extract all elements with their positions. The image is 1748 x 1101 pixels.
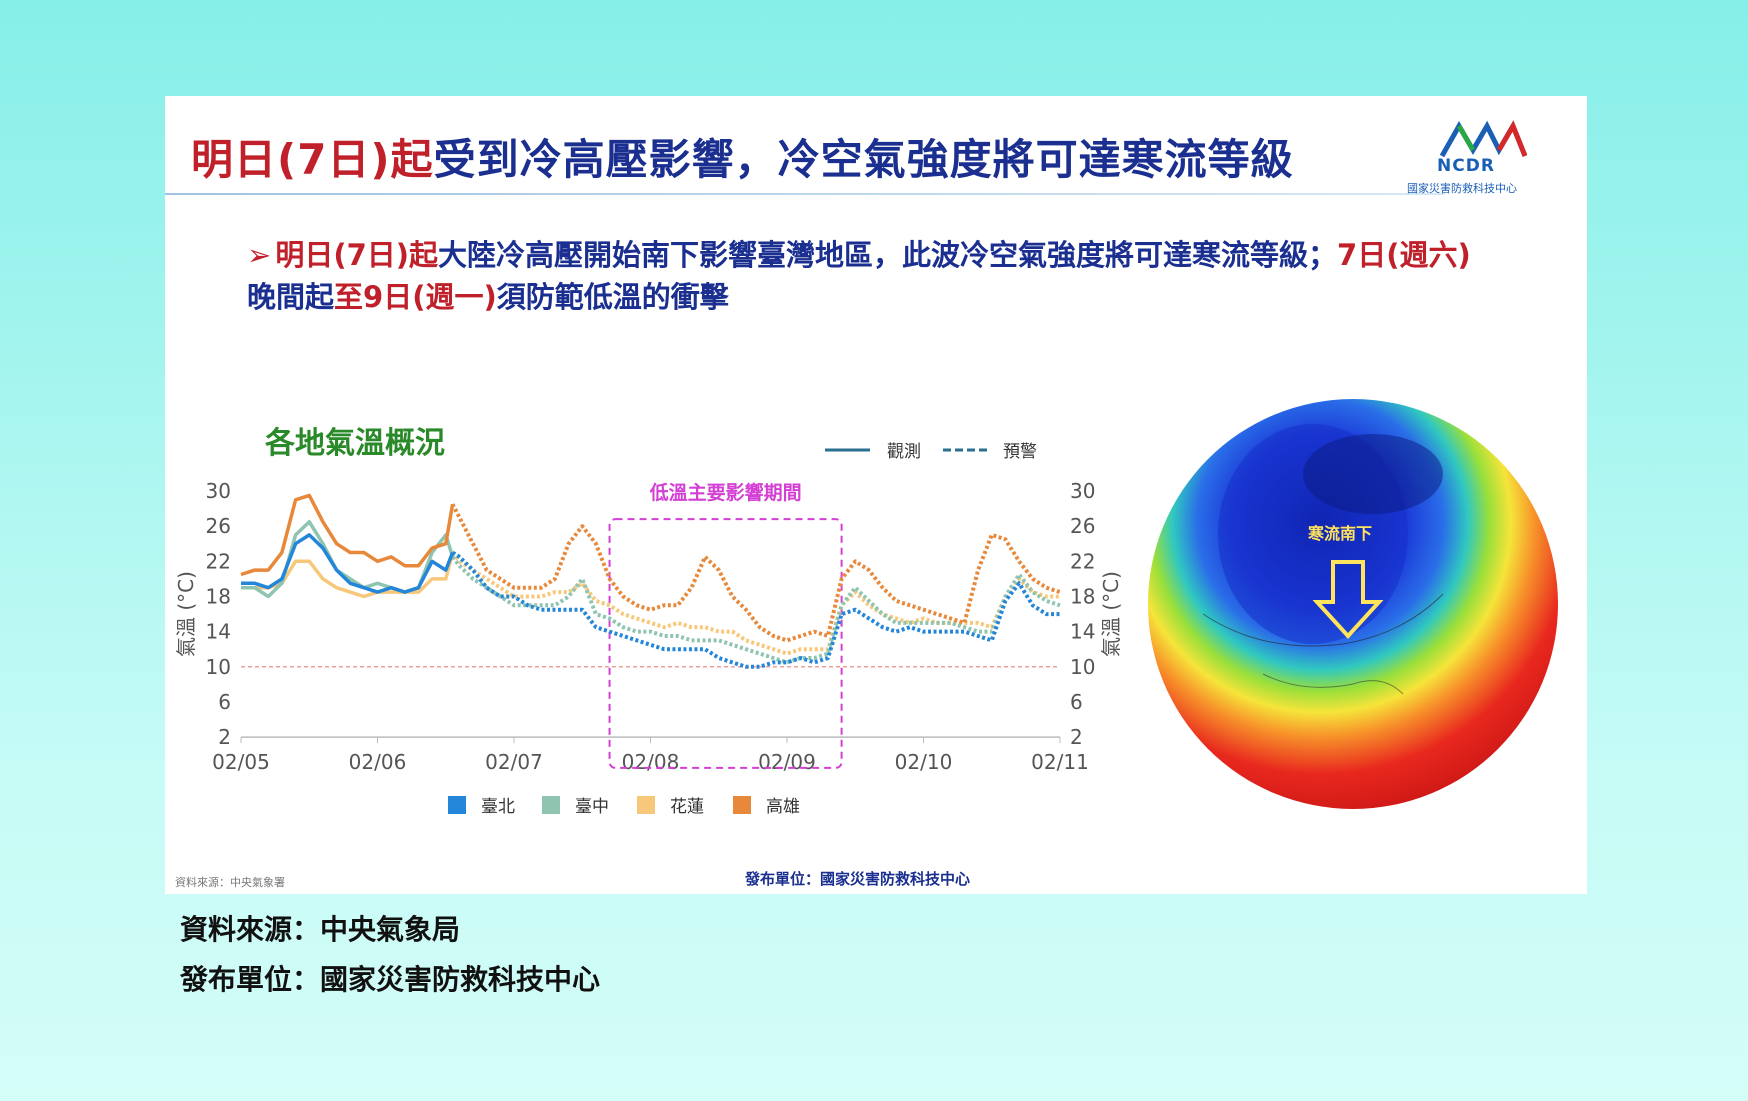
y-tick-left: 30 bbox=[206, 479, 231, 503]
bullet-seg2: 大陸冷高壓開始南下影響臺灣地區，此波冷空氣強度將可達寒流等級； bbox=[438, 238, 1338, 272]
globe-map-image bbox=[1148, 399, 1558, 809]
logo-name: NCDR bbox=[1437, 156, 1495, 176]
legend-city-label: 臺中 bbox=[575, 797, 609, 817]
footer-source: 資料來源：中央氣象局 bbox=[180, 913, 461, 946]
y-tick-left: 2 bbox=[218, 725, 231, 749]
bullet-seg3: 7日(週六) bbox=[1337, 238, 1471, 272]
series-observed-line bbox=[240, 493, 455, 577]
title-blue-part: 受到冷高壓影響，冷空氣強度將可達寒流等級 bbox=[433, 135, 1294, 184]
legend-city-label: 臺北 bbox=[481, 797, 515, 817]
bullet-seg1: 明日(7日)起 bbox=[275, 238, 438, 272]
slide-title: 明日(7日)起受到冷高壓影響，冷空氣強度將可達寒流等級 bbox=[191, 126, 1294, 187]
logo-subtitle: 國家災害防救科技中心 bbox=[1407, 182, 1517, 195]
low-temp-period-box bbox=[608, 518, 843, 769]
footer-publisher: 發布單位：國家災害防救科技中心 bbox=[180, 963, 601, 996]
cold-air-globe-map bbox=[1143, 394, 1563, 814]
y-axis-label-left: 氣溫 (°C) bbox=[174, 571, 198, 657]
series-forecast-line bbox=[451, 555, 1061, 665]
title-divider bbox=[165, 193, 1445, 195]
legend-swatch bbox=[542, 796, 560, 814]
legend-forecast-label: 預警 bbox=[1003, 442, 1037, 462]
x-tick-label: 02/08 bbox=[622, 750, 680, 774]
series-observed-line bbox=[241, 533, 455, 594]
series-observed-line bbox=[241, 552, 455, 599]
ncdr-logo: NCDR 國家災害防救科技中心 bbox=[1407, 120, 1557, 200]
bullet-seg6: 須防範低溫的衝擊 bbox=[496, 280, 729, 314]
publisher-small: 發布單位：國家災害防救科技中心 bbox=[745, 870, 971, 888]
series-forecast-line bbox=[450, 503, 1061, 643]
y-tick-left: 14 bbox=[206, 620, 231, 644]
source-small: 資料來源：中央氣象署 bbox=[175, 876, 285, 889]
chart-title: 各地氣溫概況 bbox=[265, 426, 445, 461]
legend-swatch bbox=[733, 796, 751, 814]
y-tick-right: 6 bbox=[1070, 690, 1083, 714]
y-tick-left: 18 bbox=[206, 584, 231, 608]
title-red-part: 明日(7日)起 bbox=[191, 135, 434, 184]
y-tick-left: 22 bbox=[206, 549, 231, 573]
y-tick-right: 2 bbox=[1070, 725, 1083, 749]
y-tick-right: 14 bbox=[1070, 620, 1095, 644]
bullet-seg5: 至9日(週一) bbox=[334, 280, 497, 314]
x-tick-label: 02/06 bbox=[349, 750, 407, 774]
y-tick-right: 18 bbox=[1070, 584, 1095, 608]
legend-city-label: 花蓮 bbox=[670, 797, 704, 817]
y-tick-right: 10 bbox=[1070, 655, 1095, 679]
globe-annotation: 寒流南下 bbox=[1308, 524, 1373, 543]
legend-swatch bbox=[448, 796, 466, 814]
y-tick-right: 30 bbox=[1070, 479, 1095, 503]
y-tick-left: 6 bbox=[218, 690, 231, 714]
y-axis-label-right: 氣溫 (°C) bbox=[1099, 571, 1123, 657]
bullet-arrow-icon: ➢ bbox=[247, 238, 272, 272]
series-forecast-line bbox=[451, 551, 1060, 656]
low-temp-period-label: 低溫主要影響期間 bbox=[649, 481, 802, 504]
legend-swatch bbox=[637, 796, 655, 814]
legend-observed-label: 觀測 bbox=[887, 442, 921, 462]
x-tick-label: 02/07 bbox=[485, 750, 543, 774]
series-forecast-line bbox=[451, 550, 1060, 669]
y-tick-left: 26 bbox=[206, 514, 231, 538]
x-tick-label: 02/05 bbox=[212, 750, 270, 774]
bullet-text: ➢ 明日(7日)起大陸冷高壓開始南下影響臺灣地區，此波冷空氣強度將可達寒流等級；7… bbox=[247, 234, 1487, 318]
x-tick-label: 02/11 bbox=[1031, 750, 1089, 774]
legend-city-label: 高雄 bbox=[766, 797, 800, 817]
bullet-seg4: 晚間起 bbox=[247, 280, 335, 314]
ncdr-logo-icon bbox=[1439, 120, 1527, 158]
y-tick-right: 26 bbox=[1070, 514, 1095, 538]
slide: 明日(7日)起受到冷高壓影響，冷空氣強度將可達寒流等級 NCDR 國家災害防救科… bbox=[165, 96, 1587, 894]
y-tick-right: 22 bbox=[1070, 549, 1095, 573]
x-tick-label: 02/09 bbox=[758, 750, 816, 774]
x-tick-label: 02/10 bbox=[895, 750, 953, 774]
y-tick-left: 10 bbox=[206, 655, 231, 679]
